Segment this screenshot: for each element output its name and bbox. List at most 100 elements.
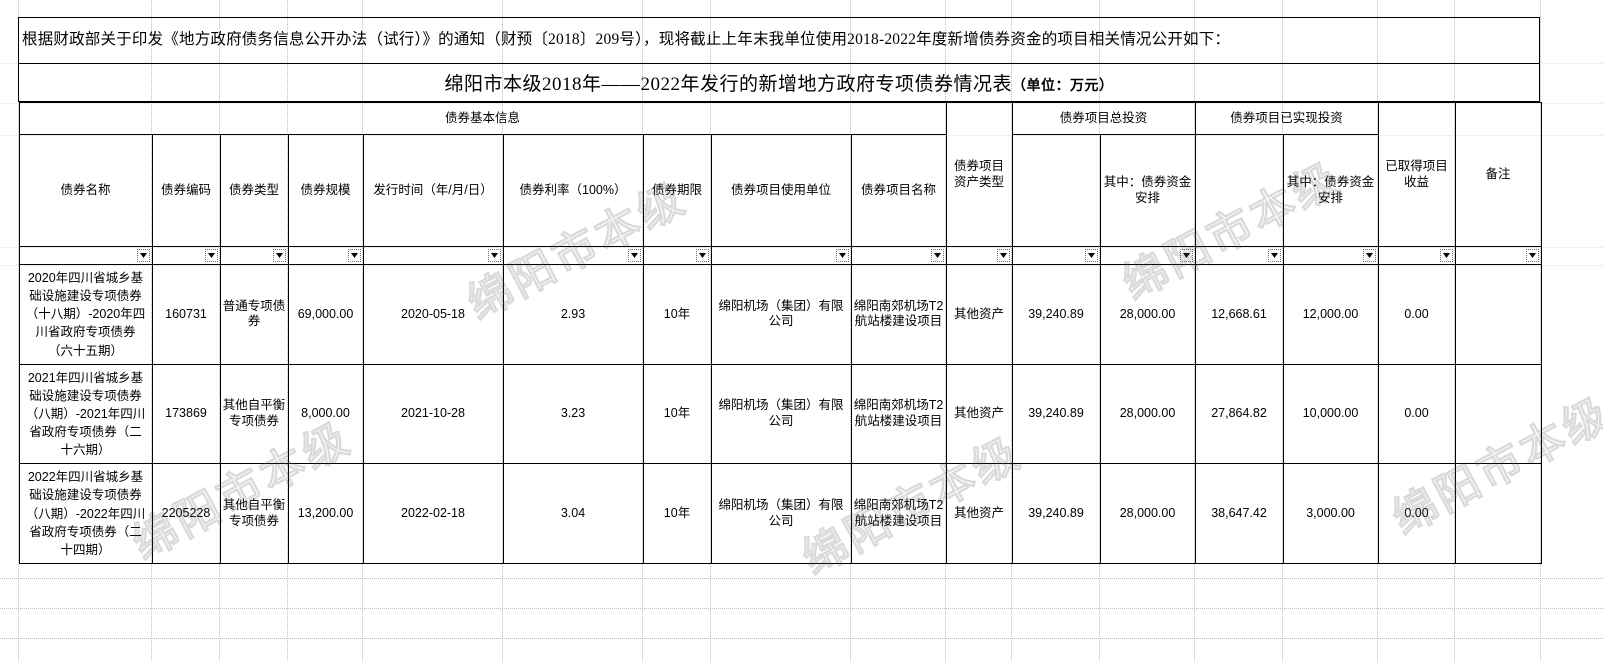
group-header-basic-info: 债券基本信息 (18, 102, 947, 135)
column-header-bond-rate: 债券利率（100%） (502, 134, 644, 247)
filter-cell (1454, 246, 1542, 265)
chevron-down-icon[interactable] (695, 249, 709, 262)
cell-bond_type: 普通专项债券 (219, 264, 289, 365)
column-header-project-name: 债券项目名称 (850, 134, 947, 247)
cell-issue_date: 2021-10-28 (362, 363, 504, 465)
cell-total_bond_funds: 28,000.00 (1099, 463, 1196, 564)
cell-project_income: 0.00 (1377, 264, 1456, 365)
chevron-down-icon[interactable] (347, 249, 361, 262)
cell-total_bond_funds: 28,000.00 (1099, 264, 1196, 365)
cell-bond_term: 10年 (642, 363, 712, 465)
cell-project_user_unit: 绵阳机场（集团）有限公司 (710, 463, 852, 564)
column-header-project-asset-type: 债券项目资产类型 (945, 102, 1013, 247)
cell-bond_term: 10年 (642, 264, 712, 365)
chevron-down-icon[interactable] (835, 249, 849, 262)
document-table: 根据财政部关于印发《地方政府债务信息公开办法（试行）》的通知（财预〔2018〕2… (18, 17, 1542, 564)
cell-bond_scale: 8,000.00 (287, 363, 364, 465)
filter-cell (18, 246, 153, 265)
filter-cell (642, 246, 712, 265)
chevron-down-icon[interactable] (272, 249, 286, 262)
table-title-cell: 绵阳市本级2018年——2022年发行的新增地方政府专项债券情况表（单位：万元） (18, 63, 1540, 102)
cell-bond_code: 160731 (151, 264, 221, 365)
cell-bond_rate: 3.04 (502, 463, 644, 564)
column-header-realized-bond-funds: 其中：债券资金安排 (1282, 134, 1379, 247)
chevron-down-icon[interactable] (627, 249, 641, 262)
column-header-bond-scale: 债券规模 (287, 134, 364, 247)
cell-bond_scale: 69,000.00 (287, 264, 364, 365)
chevron-down-icon[interactable] (996, 249, 1010, 262)
cell-bond_code: 2205228 (151, 463, 221, 564)
filter-cell (1099, 246, 1196, 265)
cell-total_investment: 39,240.89 (1011, 463, 1101, 564)
chevron-down-icon[interactable] (487, 249, 501, 262)
cell-bond_type: 其他自平衡专项债券 (219, 363, 289, 465)
filter-cell (219, 246, 289, 265)
chevron-down-icon[interactable] (1525, 249, 1539, 262)
chevron-down-icon[interactable] (1362, 249, 1376, 262)
chevron-down-icon[interactable] (1084, 249, 1098, 262)
cell-bond_rate: 2.93 (502, 264, 644, 365)
column-header-project-user-unit: 债券项目使用单位 (710, 134, 852, 247)
cell-bond_name: 2022年四川省城乡基础设施建设专项债券（八期）-2022年四川省政府专项债券（… (18, 463, 153, 564)
column-header-project-income: 已取得项目收益 (1377, 102, 1456, 247)
cell-total_bond_funds: 28,000.00 (1099, 363, 1196, 465)
grid-container-cell: 债券基本信息 债券项目资产类型 债券项目总投资 债券项目已实现投资 已取得项目收… (18, 102, 1542, 564)
grid-container-row: 债券基本信息 债券项目资产类型 债券项目总投资 债券项目已实现投资 已取得项目收… (18, 102, 1542, 564)
cell-bond_name: 2020年四川省城乡基础设施建设专项债券（十八期）-2020年四川省政府专项债券… (18, 264, 153, 365)
cell-project_name: 绵阳南郊机场T2航站楼建设项目 (850, 264, 947, 365)
filter-cell (287, 246, 364, 265)
column-header-issue-date: 发行时间（年/月/日） (362, 134, 504, 247)
cell-total_investment: 39,240.89 (1011, 264, 1101, 365)
column-header-realized-investment (1194, 134, 1284, 247)
cell-realized_investment: 12,668.61 (1194, 264, 1284, 365)
cell-project_income: 0.00 (1377, 363, 1456, 465)
group-header-realized-investment: 债券项目已实现投资 (1194, 102, 1379, 135)
group-header-total-investment: 债券项目总投资 (1011, 102, 1196, 135)
filter-cell (502, 246, 644, 265)
cell-realized_bond_funds: 12,000.00 (1282, 264, 1379, 365)
cell-project_name: 绵阳南郊机场T2航站楼建设项目 (850, 363, 947, 465)
cell-project_asset_type: 其他资产 (945, 463, 1013, 564)
filter-cell (1011, 246, 1101, 265)
filter-cell (151, 246, 221, 265)
column-header-bond-term: 债券期限 (642, 134, 712, 247)
title-row: 绵阳市本级2018年——2022年发行的新增地方政府专项债券情况表（单位：万元） (18, 63, 1540, 102)
column-header-remarks: 备注 (1454, 102, 1542, 247)
cell-bond_type: 其他自平衡专项债券 (219, 463, 289, 564)
cell-total_investment: 39,240.89 (1011, 363, 1101, 465)
table-unit: （单位：万元） (1012, 79, 1114, 94)
notice-row: 根据财政部关于印发《地方政府债务信息公开办法（试行）》的通知（财预〔2018〕2… (18, 17, 1540, 64)
column-header-row: 债券名称 债券编码 债券类型 债券规模 发行时间（年/月/日） 债券利率（100… (18, 134, 1541, 247)
chevron-down-icon[interactable] (204, 249, 218, 262)
chevron-down-icon[interactable] (1267, 249, 1281, 262)
cell-project_asset_type: 其他资产 (945, 264, 1013, 365)
cell-project_user_unit: 绵阳机场（集团）有限公司 (710, 264, 852, 365)
table-row: 2022年四川省城乡基础设施建设专项债券（八期）-2022年四川省政府专项债券（… (18, 463, 1542, 564)
cell-realized_bond_funds: 3,000.00 (1282, 463, 1379, 564)
filter-cell (710, 246, 852, 265)
cell-bond_term: 10年 (642, 463, 712, 564)
cell-project_asset_type: 其他资产 (945, 363, 1013, 465)
chevron-down-icon[interactable] (136, 249, 150, 262)
public-disclosure-document: 根据财政部关于印发《地方政府债务信息公开办法（试行）》的通知（财预〔2018〕2… (18, 17, 1542, 564)
chevron-down-icon[interactable] (1179, 249, 1193, 262)
cell-remarks (1454, 264, 1542, 365)
chevron-down-icon[interactable] (1439, 249, 1453, 262)
bond-data-table: 债券基本信息 债券项目资产类型 债券项目总投资 债券项目已实现投资 已取得项目收… (18, 102, 1542, 564)
table-row: 2020年四川省城乡基础设施建设专项债券（十八期）-2020年四川省政府专项债券… (18, 264, 1542, 365)
cell-issue_date: 2022-02-18 (362, 463, 504, 564)
filter-cell (1194, 246, 1284, 265)
chevron-down-icon[interactable] (930, 249, 944, 262)
cell-bond_name: 2021年四川省城乡基础设施建设专项债券（八期）-2021年四川省政府专项债券（… (18, 363, 153, 465)
filter-cell (945, 246, 1013, 265)
filter-cell (1282, 246, 1379, 265)
cell-realized_investment: 27,864.82 (1194, 363, 1284, 465)
cell-remarks (1454, 463, 1542, 564)
cell-realized_bond_funds: 10,000.00 (1282, 363, 1379, 465)
filter-row (18, 246, 1542, 265)
group-header-row: 债券基本信息 债券项目资产类型 债券项目总投资 债券项目已实现投资 已取得项目收… (18, 102, 1542, 247)
cell-bond_rate: 3.23 (502, 363, 644, 465)
filter-cell (362, 246, 504, 265)
cell-realized_investment: 38,647.42 (1194, 463, 1284, 564)
